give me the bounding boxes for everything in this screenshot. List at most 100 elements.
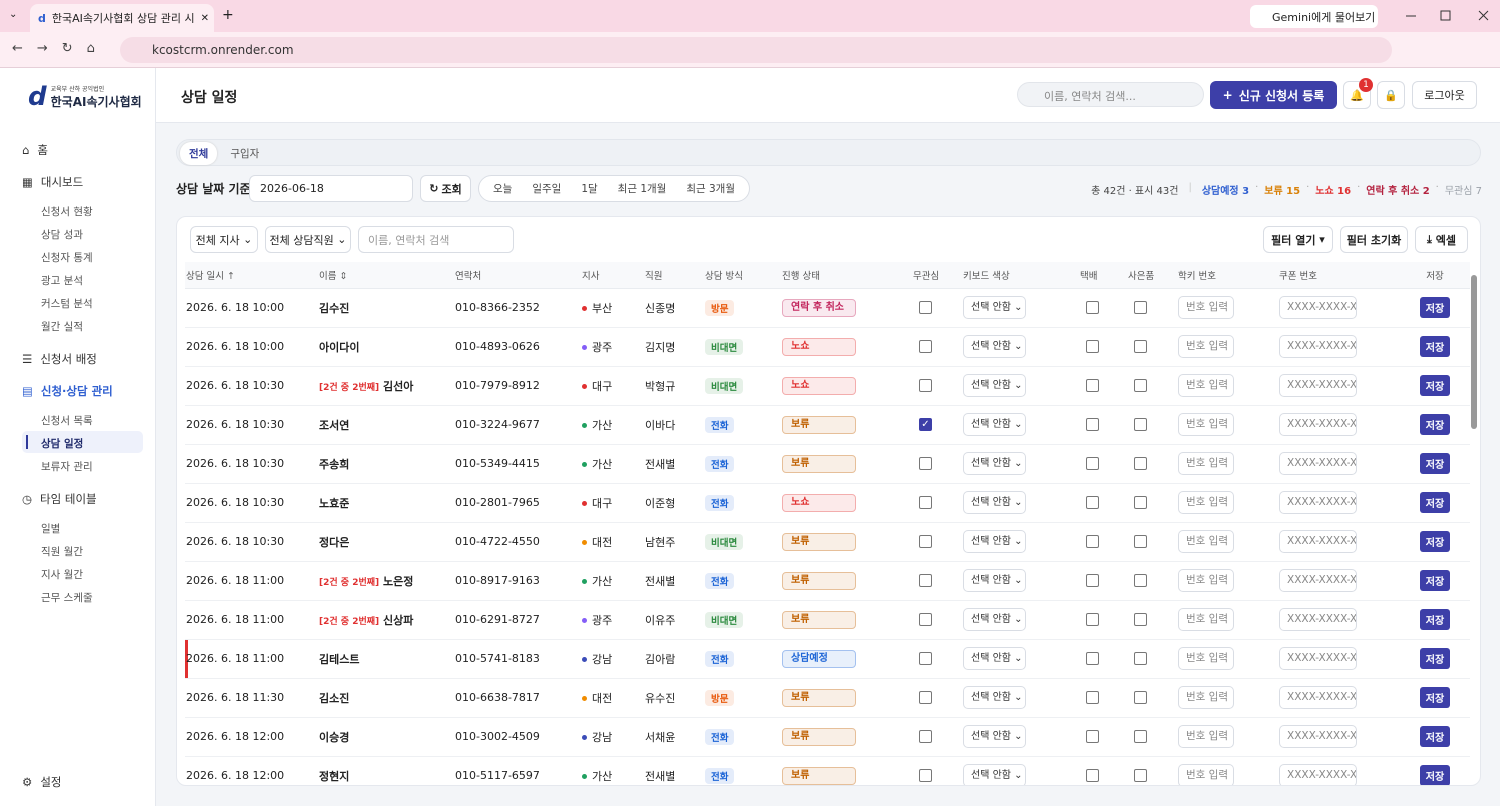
tab-close[interactable]: ✕ [200, 12, 209, 24]
logout-button[interactable]: 로그아웃 [1412, 81, 1477, 109]
gift-checkbox[interactable] [1134, 652, 1147, 666]
coupon-input[interactable]: XXXX-XXXX-XXXX [1279, 764, 1357, 785]
gift-checkbox[interactable] [1134, 574, 1147, 588]
interest-checkbox[interactable] [919, 574, 932, 588]
gift-checkbox[interactable] [1134, 613, 1147, 627]
keyboard-select[interactable]: 선택 안함 ⌄ [963, 413, 1026, 436]
save-button[interactable]: 저장 [1419, 492, 1451, 513]
delivery-checkbox[interactable] [1086, 613, 1099, 627]
filter-reset-button[interactable]: 필터 초기화 [1340, 226, 1408, 253]
gift-checkbox[interactable] [1134, 769, 1147, 783]
browser-tab[interactable]: d 한국AI속기사협회 상담 관리 시 ✕ [30, 4, 214, 32]
number-input[interactable]: 번호 입력 [1178, 530, 1234, 553]
gift-checkbox[interactable] [1134, 379, 1147, 393]
nav-section[interactable]: ▤ 신청·상담 관리 [22, 383, 113, 399]
number-input[interactable]: 번호 입력 [1178, 725, 1234, 748]
keyboard-select[interactable]: 선택 안함 ⌄ [963, 491, 1026, 514]
table-row[interactable]: 2026. 6. 18 10:30 정다은 010-4722-4550 대전 남현주 비대… [185, 522, 1470, 562]
nav-item[interactable]: 월간 실적 [41, 321, 83, 333]
table-row[interactable]: 2026. 6. 18 11:00 [2건 중 2번째] 노은정 010-8917-… [185, 561, 1470, 601]
number-input[interactable]: 번호 입력 [1178, 569, 1234, 592]
save-button[interactable]: 저장 [1419, 531, 1451, 552]
scrollbar[interactable] [1471, 275, 1477, 429]
interest-checkbox[interactable]: ✓ [919, 418, 932, 432]
tab-button[interactable]: 구입자 [230, 148, 260, 160]
coupon-input[interactable]: XXXX-XXXX-XXXX [1279, 296, 1357, 319]
nav-item[interactable]: 신청서 목록 [41, 415, 93, 427]
nav-section[interactable]: ◷ 타임 테이블 [22, 491, 97, 507]
save-button[interactable]: 저장 [1419, 297, 1451, 318]
keyboard-select[interactable]: 선택 안함 ⌄ [963, 296, 1026, 319]
keyboard-select[interactable]: 선택 안함 ⌄ [963, 530, 1026, 553]
table-row[interactable]: 2026. 6. 18 10:30 조서연 010-3224-9677 가산 이바다 전화… [185, 405, 1470, 445]
interest-checkbox[interactable] [919, 691, 932, 705]
nav-item[interactable]: 근무 스케줄 [41, 592, 93, 604]
coupon-input[interactable]: XXXX-XXXX-XXXX [1279, 686, 1357, 709]
new-application-button[interactable]: + 신규 신청서 등록 [1210, 81, 1337, 109]
staff-filter[interactable]: 전체 상담직원 ⌄ [265, 226, 351, 253]
delivery-checkbox[interactable] [1086, 652, 1099, 666]
interest-checkbox[interactable] [919, 340, 932, 354]
gift-checkbox[interactable] [1134, 691, 1147, 705]
delivery-checkbox[interactable] [1086, 418, 1099, 432]
save-button[interactable]: 저장 [1419, 609, 1451, 630]
table-row[interactable]: 2026. 6. 18 10:30 주송희 010-5349-4415 가산 전새별 전화… [185, 444, 1470, 484]
gift-checkbox[interactable] [1134, 730, 1147, 744]
number-input[interactable]: 번호 입력 [1178, 686, 1234, 709]
date-input[interactable]: 2026-06-18 [249, 175, 413, 202]
lock-button[interactable]: 🔒 [1377, 81, 1405, 109]
save-button[interactable]: 저장 [1419, 765, 1451, 785]
coupon-input[interactable]: XXXX-XXXX-XXXX [1279, 335, 1357, 358]
table-row[interactable]: 2026. 6. 18 12:00 정현지 010-5117-6597 가산 전새별 전화… [185, 756, 1470, 785]
range-button[interactable]: 일주일 [532, 183, 562, 195]
coupon-input[interactable]: XXXX-XXXX-XXXX [1279, 530, 1357, 553]
number-input[interactable]: 번호 입력 [1178, 413, 1234, 436]
query-button[interactable]: ↻ 조회 [420, 175, 471, 202]
nav-item[interactable]: 상담 성과 [41, 229, 83, 241]
range-button[interactable]: 오늘 [493, 183, 513, 195]
number-input[interactable]: 번호 입력 [1178, 335, 1234, 358]
url-bar[interactable]: kcostcrm.onrender.com [120, 37, 1392, 63]
branch-filter[interactable]: 전체 지사 ⌄ [190, 226, 258, 253]
nav-item[interactable]: 신청서 현황 [41, 206, 93, 218]
coupon-input[interactable]: XXXX-XXXX-XXXX [1279, 374, 1357, 397]
keyboard-select[interactable]: 선택 안함 ⌄ [963, 452, 1026, 475]
save-button[interactable]: 저장 [1419, 687, 1451, 708]
nav-item[interactable]: 일별 [41, 523, 61, 535]
gift-checkbox[interactable] [1134, 301, 1147, 315]
coupon-input[interactable]: XXXX-XXXX-XXXX [1279, 452, 1357, 475]
interest-checkbox[interactable] [919, 613, 932, 627]
table-search[interactable]: 이름, 연락처 검색 [358, 226, 514, 253]
filter-open-button[interactable]: 필터 열기 ▾ [1263, 226, 1333, 253]
interest-checkbox[interactable] [919, 652, 932, 666]
interest-checkbox[interactable] [919, 379, 932, 393]
excel-button[interactable]: ⤓ 엑셀 [1415, 226, 1468, 253]
interest-checkbox[interactable] [919, 730, 932, 744]
nav-buttons[interactable]: ←→↻⌂ [12, 41, 109, 56]
delivery-checkbox[interactable] [1086, 574, 1099, 588]
nav-section[interactable]: ⌂ 홈 [22, 142, 48, 158]
nav-item[interactable]: 커스텀 분석 [41, 298, 93, 310]
coupon-input[interactable]: XXXX-XXXX-XXXX [1279, 725, 1357, 748]
coupon-input[interactable]: XXXX-XXXX-XXXX [1279, 608, 1357, 631]
number-input[interactable]: 번호 입력 [1178, 608, 1234, 631]
nav-item[interactable]: 보류자 관리 [41, 461, 93, 473]
table-row[interactable]: 2026. 6. 18 11:00 [2건 중 2번째] 신상파 010-6291-… [185, 600, 1470, 640]
nav-item[interactable]: 직원 월간 [41, 546, 83, 558]
column-header[interactable]: 이름 ⇕ [318, 262, 454, 289]
number-input[interactable]: 번호 입력 [1178, 764, 1234, 785]
nav-item[interactable]: 광고 분석 [41, 275, 83, 287]
header-search[interactable]: 이름, 연락처 검색... [1017, 82, 1204, 107]
save-button[interactable]: 저장 [1419, 648, 1451, 669]
keyboard-select[interactable]: 선택 안함 ⌄ [963, 686, 1026, 709]
keyboard-select[interactable]: 선택 안함 ⌄ [963, 647, 1026, 670]
gift-checkbox[interactable] [1134, 340, 1147, 354]
nav-item[interactable]: 지사 월간 [41, 569, 83, 581]
number-input[interactable]: 번호 입력 [1178, 647, 1234, 670]
range-button[interactable]: 최근 1개월 [617, 183, 667, 195]
table-row[interactable]: 2026. 6. 18 11:00 김테스트 010-5741-8183 강남 김아람 전… [185, 639, 1470, 679]
keyboard-select[interactable]: 선택 안함 ⌄ [963, 764, 1026, 785]
delivery-checkbox[interactable] [1086, 496, 1099, 510]
interest-checkbox[interactable] [919, 496, 932, 510]
delivery-checkbox[interactable] [1086, 340, 1099, 354]
